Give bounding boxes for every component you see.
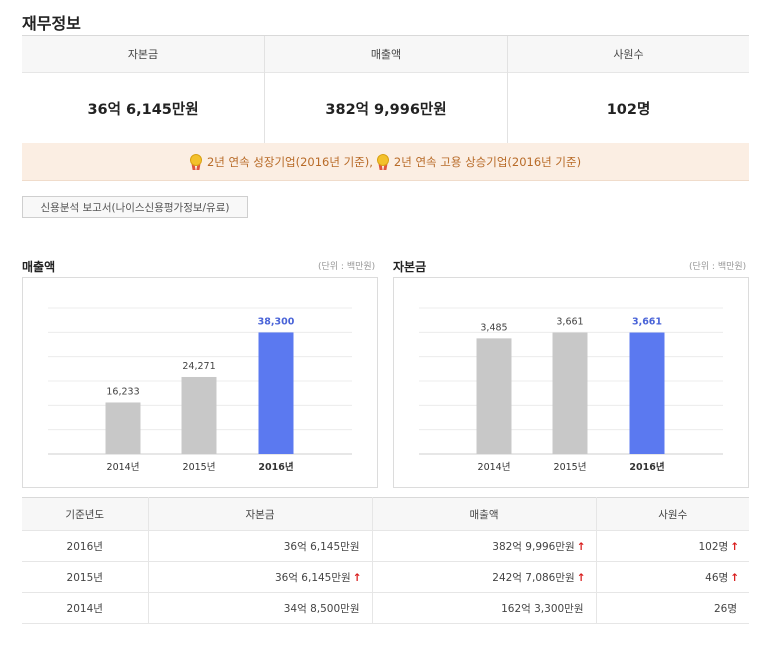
- medal-icon: [376, 153, 389, 170]
- bar: [476, 338, 512, 454]
- summary-sales: 매출액 382억 9,996만원: [265, 36, 507, 144]
- up-arrow-icon: ↑: [730, 571, 739, 584]
- summary-employees-value: 102명: [606, 102, 651, 118]
- cell-capital: 34억 8,500만원: [148, 592, 373, 624]
- sales-chart: 16,233 2014년 24,271 2015년 38,300 2016년: [22, 277, 378, 488]
- cell-employees: 46명 ↑: [596, 561, 749, 593]
- credit-report-button[interactable]: 신용분석 보고서(나이스신용평가정보/유료): [22, 196, 248, 218]
- cell-sales: 162억 3,300만원: [372, 592, 597, 624]
- sales-chart-title: 매출액: [22, 260, 56, 274]
- summary-capital-value: 36억 6,145만원: [87, 102, 199, 118]
- cell-year: 2016년: [22, 530, 149, 562]
- data-label: 24,271: [182, 361, 215, 372]
- sales-chart-unit: (단위 : 백만원): [318, 262, 376, 272]
- capital-chart-title: 자본금: [393, 260, 427, 274]
- summary-sales-value: 382억 9,996만원: [325, 102, 447, 118]
- bar: [552, 332, 588, 454]
- tick-label: 2016년: [258, 461, 293, 473]
- cell-capital: 36억 6,145만원 ↑: [148, 561, 373, 593]
- summary-employees-label: 사원수: [508, 36, 749, 73]
- award-employment: 2년 연속 고용 상승기업(2016년 기준): [393, 154, 582, 169]
- cell-sales: 382억 9,996만원 ↑: [372, 530, 597, 562]
- capital-chart: 3,485 2014년 3,661 2015년 3,661 2016년: [393, 277, 749, 488]
- header-capital: 자본금: [148, 497, 373, 531]
- header-employees: 사원수: [596, 497, 749, 531]
- tick-label: 2014년: [478, 462, 511, 473]
- data-label: 16,233: [106, 386, 139, 397]
- table-row: 2014년 34억 8,500만원 162억 3,300만원 26명: [22, 592, 749, 624]
- capital-chart-unit: (단위 : 백만원): [689, 262, 747, 272]
- tick-label: 2015년: [554, 462, 587, 473]
- table-row: 2016년 36억 6,145만원 382억 9,996만원 ↑ 102명 ↑: [22, 530, 749, 562]
- data-label: 3,661: [556, 317, 583, 328]
- medal-icon: [189, 153, 202, 170]
- award-banner: 2년 연속 성장기업(2016년 기준), 2년 연속 고용 상승기업(2016…: [22, 143, 749, 181]
- data-label: 3,661: [632, 317, 662, 328]
- bar: [181, 376, 217, 454]
- cell-sales: 242억 7,086만원 ↑: [372, 561, 597, 593]
- page-title: 재무정보: [22, 14, 81, 33]
- header-sales: 매출액: [372, 497, 597, 531]
- bar: [629, 332, 665, 454]
- tick-label: 2015년: [183, 462, 216, 473]
- up-arrow-icon: ↑: [576, 540, 586, 553]
- summary-sales-label: 매출액: [265, 36, 507, 73]
- up-arrow-icon: ↑: [576, 571, 586, 584]
- award-growth: 2년 연속 성장기업(2016년 기준),: [206, 154, 373, 169]
- summary-employees: 사원수 102명: [508, 36, 749, 144]
- cell-year: 2014년: [22, 592, 149, 624]
- bar: [105, 402, 141, 454]
- cell-capital: 36억 6,145만원: [148, 530, 373, 562]
- cell-employees: 26명: [596, 592, 749, 624]
- data-label: 38,300: [258, 316, 295, 327]
- summary-capital-label: 자본금: [22, 36, 264, 73]
- summary-capital: 자본금 36억 6,145만원: [22, 36, 264, 144]
- tick-label: 2016년: [629, 461, 664, 473]
- tick-label: 2014년: [107, 462, 140, 473]
- cell-employees: 102명 ↑: [596, 530, 749, 562]
- summary-panel: 자본금 36억 6,145만원 매출액 382억 9,996만원 사원수 102…: [22, 35, 749, 145]
- data-label: 3,485: [480, 322, 507, 333]
- financial-table: 기준년도 자본금 매출액 사원수 2016년 36억 6,145만원 382억 …: [22, 497, 749, 624]
- header-year: 기준년도: [22, 497, 149, 531]
- table-row: 2015년 36억 6,145만원 ↑ 242억 7,086만원 ↑ 46명 ↑: [22, 561, 749, 593]
- up-arrow-icon: ↑: [352, 571, 362, 584]
- up-arrow-icon: ↑: [730, 540, 739, 553]
- bar: [258, 332, 294, 454]
- cell-year: 2015년: [22, 561, 149, 593]
